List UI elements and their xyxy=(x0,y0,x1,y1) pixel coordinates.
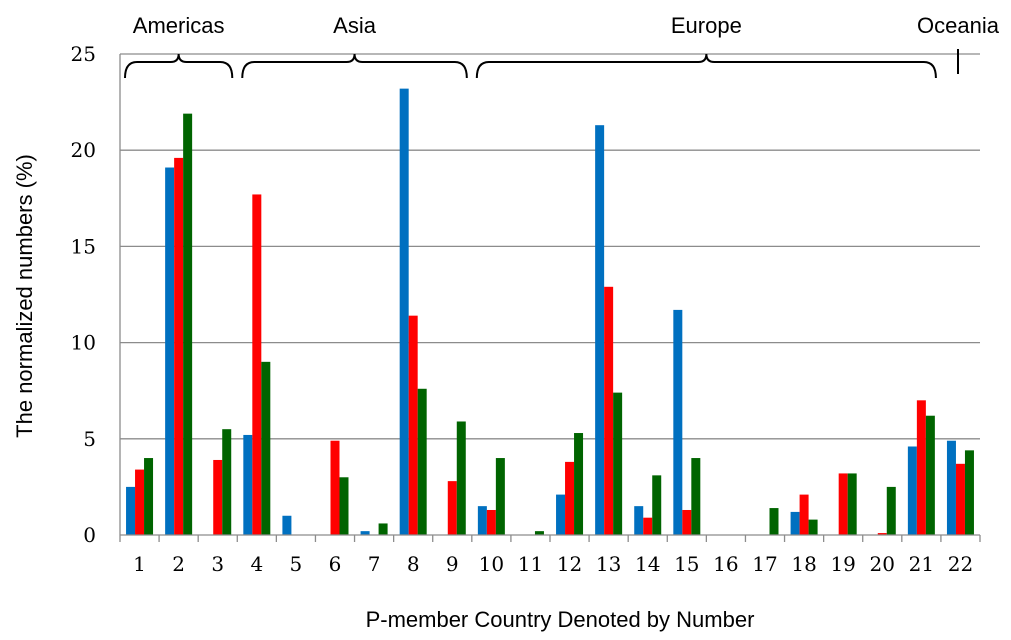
region-brace xyxy=(475,53,937,79)
bar xyxy=(769,508,779,535)
bar xyxy=(682,509,692,535)
region-label: Asia xyxy=(333,13,377,38)
x-tick-label: 4 xyxy=(250,552,263,576)
bar xyxy=(534,531,544,535)
bar xyxy=(673,309,683,535)
x-tick-label: 5 xyxy=(290,552,303,576)
bar xyxy=(955,463,965,535)
bar xyxy=(877,533,887,535)
x-tick-label: 18 xyxy=(791,552,816,576)
x-tick-label: 9 xyxy=(446,552,459,576)
x-tick-label: 13 xyxy=(596,552,621,576)
x-tick-label: 3 xyxy=(211,552,224,576)
region-brace xyxy=(124,53,234,79)
bar xyxy=(886,486,896,535)
x-tick-label: 12 xyxy=(557,552,582,576)
bar xyxy=(408,315,418,535)
bar xyxy=(916,400,926,535)
bar xyxy=(556,494,566,535)
bar xyxy=(604,286,614,535)
x-tick-label: 14 xyxy=(635,552,660,576)
axes xyxy=(119,54,981,542)
x-tick-label: 8 xyxy=(407,552,420,576)
x-tick-label: 15 xyxy=(674,552,699,576)
bar xyxy=(135,469,145,535)
bar xyxy=(447,481,457,535)
y-tick-label: 5 xyxy=(83,427,96,451)
bar xyxy=(282,515,292,535)
bar xyxy=(808,519,818,535)
bar xyxy=(378,523,388,535)
x-axis-title: P-member Country Denoted by Number xyxy=(366,607,755,632)
bar xyxy=(477,506,487,535)
bar xyxy=(456,421,466,535)
y-tick-label: 20 xyxy=(71,138,96,162)
x-tick-label: 1 xyxy=(133,552,146,576)
bars xyxy=(126,88,974,536)
gridlines xyxy=(120,53,980,440)
bar xyxy=(613,392,623,535)
bar xyxy=(174,157,184,535)
bar xyxy=(946,440,956,535)
bar xyxy=(126,486,136,535)
bar xyxy=(339,477,349,535)
region-label: Americas xyxy=(133,13,225,38)
bar xyxy=(652,475,662,535)
bar xyxy=(847,473,857,535)
y-tick-labels: 0 5 10 15 20 25 xyxy=(71,42,96,547)
x-tick-label: 16 xyxy=(713,552,738,576)
x-tick-label: 20 xyxy=(870,552,895,576)
bar xyxy=(565,461,575,535)
y-tick-label: 0 xyxy=(83,523,96,547)
bar xyxy=(643,517,653,535)
region-label: Oceania xyxy=(917,13,1000,38)
bar xyxy=(790,511,800,535)
bar xyxy=(574,433,584,535)
x-tick-label: 7 xyxy=(368,552,381,576)
bar xyxy=(799,494,809,535)
bar xyxy=(261,361,271,535)
x-tick-label: 10 xyxy=(479,552,504,576)
x-tick-label: 6 xyxy=(329,552,342,576)
x-tick-labels: 1 2 3 4 5 6 7 8 9 10 11 12 13 14 15 16 17 18 19 20 21 22 xyxy=(133,552,973,576)
bar xyxy=(907,446,917,535)
bar xyxy=(838,473,848,535)
bar xyxy=(243,434,253,535)
x-tick-label: 19 xyxy=(830,552,855,576)
y-tick-label: 10 xyxy=(71,331,96,355)
bar xyxy=(495,458,505,535)
x-tick-label: 17 xyxy=(752,552,777,576)
bar xyxy=(595,125,605,536)
bar xyxy=(417,388,427,535)
y-tick-label: 15 xyxy=(71,234,96,258)
bar xyxy=(213,459,223,535)
bar xyxy=(360,531,370,535)
x-tick-label: 2 xyxy=(172,552,185,576)
y-tick-label: 25 xyxy=(71,42,96,66)
region-label: Europe xyxy=(671,13,742,38)
region-brace xyxy=(241,53,468,79)
x-tick-label: 11 xyxy=(518,552,543,576)
bar xyxy=(165,167,175,536)
bar xyxy=(964,450,974,535)
x-tick-label: 22 xyxy=(948,552,973,576)
bar xyxy=(183,113,193,536)
bar xyxy=(634,506,644,535)
bar xyxy=(144,458,154,535)
bar xyxy=(486,509,496,535)
bar xyxy=(925,415,935,535)
bar xyxy=(330,440,340,535)
bar xyxy=(252,194,262,535)
bar xyxy=(691,458,701,535)
y-axis-title: The normalized numbers (%) xyxy=(12,154,37,438)
bar xyxy=(222,429,232,535)
bar xyxy=(399,88,409,535)
region-braces: Americas Asia Europe Oceania xyxy=(124,13,1000,79)
x-tick-label: 21 xyxy=(909,552,934,576)
